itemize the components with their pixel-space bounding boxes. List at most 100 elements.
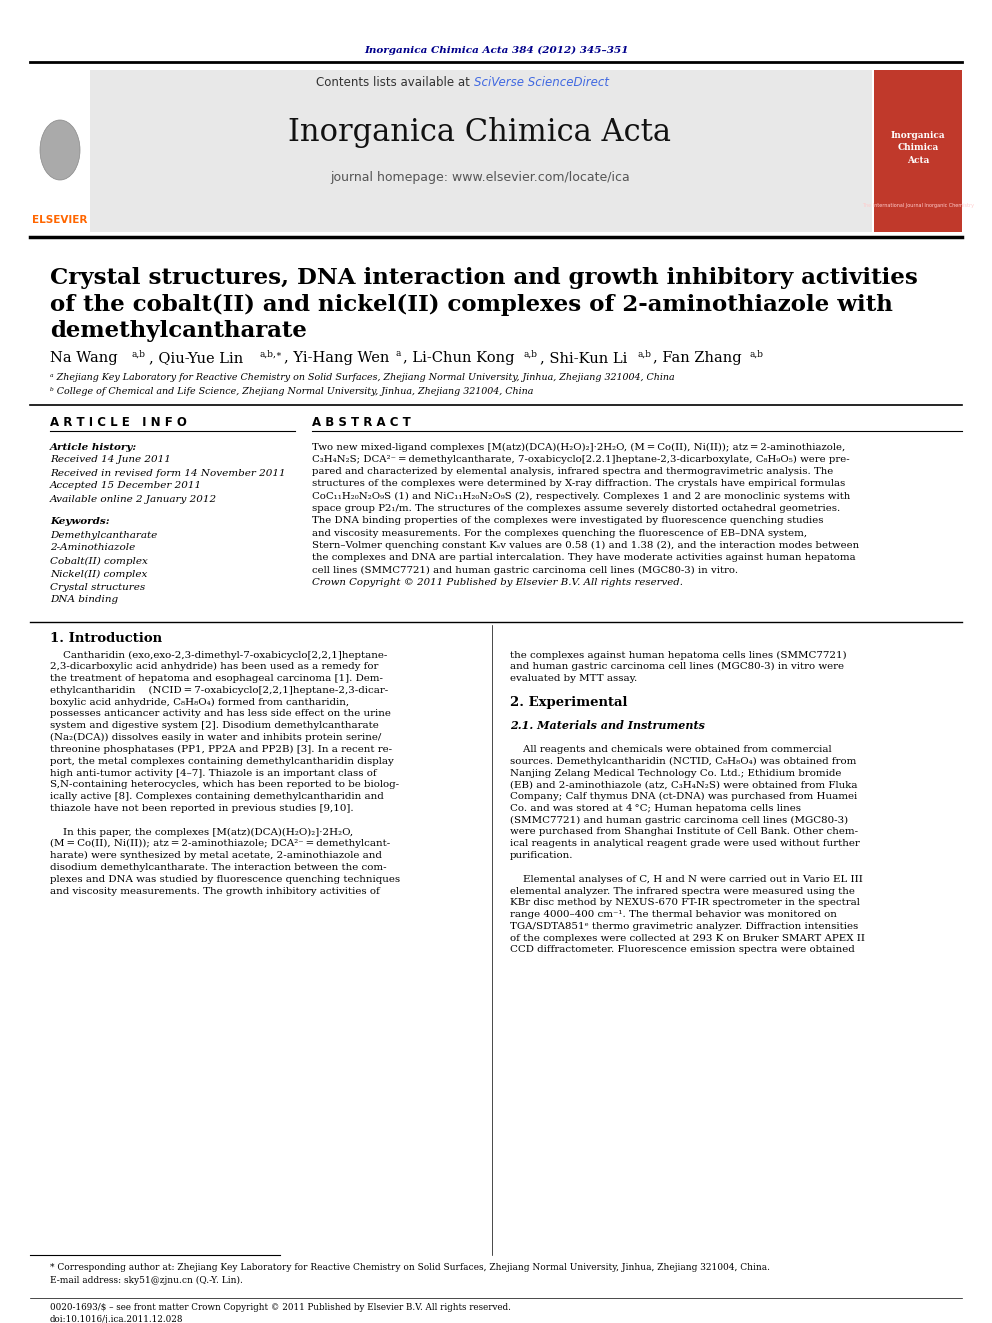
Text: The DNA binding properties of the complexes were investigated by fluorescence qu: The DNA binding properties of the comple… — [312, 516, 823, 525]
Text: a,b: a,b — [637, 349, 651, 359]
Text: , Yi-Hang Wen: , Yi-Hang Wen — [284, 351, 390, 365]
Text: the complexes against human hepatoma cells lines (SMMC7721): the complexes against human hepatoma cel… — [510, 651, 846, 660]
Text: Company; Calf thymus DNA (ct-DNA) was purchased from Huamei: Company; Calf thymus DNA (ct-DNA) was pu… — [510, 792, 857, 802]
Text: ELSEVIER: ELSEVIER — [33, 216, 87, 225]
FancyBboxPatch shape — [90, 70, 872, 232]
Text: 2.1. Materials and Instruments: 2.1. Materials and Instruments — [510, 720, 705, 732]
Text: ically active [8]. Complexes containing demethylcantharidin and: ically active [8]. Complexes containing … — [50, 792, 384, 802]
Text: (EB) and 2-aminothiazole (atz, C₃H₄N₂S) were obtained from Fluka: (EB) and 2-aminothiazole (atz, C₃H₄N₂S) … — [510, 781, 857, 790]
Text: doi:10.1016/j.ica.2011.12.028: doi:10.1016/j.ica.2011.12.028 — [50, 1315, 184, 1323]
Text: possesses anticancer activity and has less side effect on the urine: possesses anticancer activity and has le… — [50, 709, 391, 718]
Text: Received in revised form 14 November 2011: Received in revised form 14 November 201… — [50, 468, 286, 478]
Text: and human gastric carcinoma cell lines (MGC80-3) in vitro were: and human gastric carcinoma cell lines (… — [510, 663, 844, 671]
Text: 0020-1693/$ – see front matter Crown Copyright © 2011 Published by Elsevier B.V.: 0020-1693/$ – see front matter Crown Cop… — [50, 1303, 511, 1312]
Text: 1. Introduction: 1. Introduction — [50, 632, 162, 646]
Text: DNA binding: DNA binding — [50, 595, 118, 605]
Text: a,b: a,b — [131, 349, 145, 359]
Text: (M = Co(II), Ni(II)); atz = 2-aminothiazole; DCA²⁻ = demethylcant-: (M = Co(II), Ni(II)); atz = 2-aminothiaz… — [50, 839, 390, 848]
Text: Inorganica Chimica Acta: Inorganica Chimica Acta — [289, 118, 672, 148]
Text: , Fan Zhang: , Fan Zhang — [653, 351, 742, 365]
Text: * Corresponding author at: Zhejiang Key Laboratory for Reactive Chemistry on Sol: * Corresponding author at: Zhejiang Key … — [50, 1262, 770, 1271]
Text: disodium demethylcantharate. The interaction between the com-: disodium demethylcantharate. The interac… — [50, 863, 387, 872]
Text: (Na₂(DCA)) dissolves easily in water and inhibits protein serine/: (Na₂(DCA)) dissolves easily in water and… — [50, 733, 381, 742]
Text: sources. Demethylcantharidin (NCTID, C₈H₈O₄) was obtained from: sources. Demethylcantharidin (NCTID, C₈H… — [510, 757, 856, 766]
Text: plexes and DNA was studied by fluorescence quenching techniques: plexes and DNA was studied by fluorescen… — [50, 875, 400, 884]
Text: cell lines (SMMC7721) and human gastric carcinoma cell lines (MGC80-3) in vitro.: cell lines (SMMC7721) and human gastric … — [312, 565, 738, 574]
Text: 2. Experimental: 2. Experimental — [510, 696, 628, 709]
Text: S,N-containing heterocycles, which has been reported to be biolog-: S,N-containing heterocycles, which has b… — [50, 781, 399, 790]
FancyBboxPatch shape — [874, 70, 962, 232]
Text: 2-Aminothiazole: 2-Aminothiazole — [50, 544, 135, 553]
Text: SciVerse ScienceDirect: SciVerse ScienceDirect — [474, 75, 609, 89]
Text: of the complexes were collected at 293 K on Bruker SMART APEX II: of the complexes were collected at 293 K… — [510, 934, 865, 943]
Text: space group P2₁/m. The structures of the complexes assume severely distorted oct: space group P2₁/m. The structures of the… — [312, 504, 840, 513]
Text: Crystal structures, DNA interaction and growth inhibitory activities: Crystal structures, DNA interaction and … — [50, 267, 918, 288]
Text: , Shi-Kun Li: , Shi-Kun Li — [540, 351, 627, 365]
Text: evaluated by MTT assay.: evaluated by MTT assay. — [510, 675, 637, 683]
Text: CoC₁₁H₂₀N₂O₉S (1) and NiC₁₁H₂₀N₂O₉S (2), respectively. Complexes 1 and 2 are mon: CoC₁₁H₂₀N₂O₉S (1) and NiC₁₁H₂₀N₂O₉S (2),… — [312, 492, 850, 501]
Text: (SMMC7721) and human gastric carcinoma cell lines (MGC80-3): (SMMC7721) and human gastric carcinoma c… — [510, 816, 848, 824]
Text: a,b: a,b — [524, 349, 538, 359]
Text: Nickel(II) complex: Nickel(II) complex — [50, 569, 148, 578]
Text: 2,3-dicarboxylic acid anhydride) has been used as a remedy for: 2,3-dicarboxylic acid anhydride) has bee… — [50, 663, 378, 671]
Text: a: a — [395, 349, 401, 359]
Text: All reagents and chemicals were obtained from commercial: All reagents and chemicals were obtained… — [510, 745, 831, 754]
Text: Crown Copyright © 2011 Published by Elsevier B.V. All rights reserved.: Crown Copyright © 2011 Published by Else… — [312, 578, 683, 587]
Text: Co. and was stored at 4 °C; Human hepatoma cells lines: Co. and was stored at 4 °C; Human hepato… — [510, 804, 801, 812]
Text: pared and characterized by elemental analysis, infrared spectra and thermogravim: pared and characterized by elemental ana… — [312, 467, 833, 476]
Text: Na Wang: Na Wang — [50, 351, 118, 365]
Text: purification.: purification. — [510, 851, 573, 860]
Text: Article history:: Article history: — [50, 442, 137, 451]
Text: In this paper, the complexes [M(atz)(DCA)(H₂O)₂]·2H₂O,: In this paper, the complexes [M(atz)(DCA… — [50, 827, 353, 836]
Text: and viscosity measurements. For the complexes quenching the fluorescence of EB–D: and viscosity measurements. For the comp… — [312, 529, 807, 537]
Text: Accepted 15 December 2011: Accepted 15 December 2011 — [50, 482, 202, 491]
Text: Available online 2 January 2012: Available online 2 January 2012 — [50, 495, 217, 504]
Text: range 4000–400 cm⁻¹. The thermal behavior was monitored on: range 4000–400 cm⁻¹. The thermal behavio… — [510, 910, 837, 919]
Text: KBr disc method by NEXUS-670 FT-IR spectrometer in the spectral: KBr disc method by NEXUS-670 FT-IR spect… — [510, 898, 860, 908]
Text: ᵇ College of Chemical and Life Science, Zhejiang Normal University, Jinhua, Zhej: ᵇ College of Chemical and Life Science, … — [50, 388, 534, 397]
Text: structures of the complexes were determined by X-ray diffraction. The crystals h: structures of the complexes were determi… — [312, 479, 845, 488]
Text: and viscosity measurements. The growth inhibitory activities of: and viscosity measurements. The growth i… — [50, 886, 380, 896]
Text: Inorganica
Chimica
Acta: Inorganica Chimica Acta — [891, 131, 945, 165]
Text: E-mail address: sky51@zjnu.cn (Q.-Y. Lin).: E-mail address: sky51@zjnu.cn (Q.-Y. Lin… — [50, 1275, 243, 1285]
Text: , Li-Chun Kong: , Li-Chun Kong — [403, 351, 515, 365]
Text: demethylcantharate: demethylcantharate — [50, 320, 307, 343]
Text: , Qiu-Yue Lin: , Qiu-Yue Lin — [149, 351, 243, 365]
Text: Nanjing Zelang Medical Technology Co. Ltd.; Ethidium bromide: Nanjing Zelang Medical Technology Co. Lt… — [510, 769, 841, 778]
Ellipse shape — [40, 120, 80, 180]
Text: the treatment of hepatoma and esophageal carcinoma [1]. Dem-: the treatment of hepatoma and esophageal… — [50, 675, 383, 683]
Text: a,b: a,b — [750, 349, 764, 359]
Text: Stern–Volmer quenching constant Kₛv values are 0.58 (1) and 1.38 (2), and the in: Stern–Volmer quenching constant Kₛv valu… — [312, 541, 859, 550]
Text: Cantharidin (exo,exo-2,3-dimethyl-7-oxabicyclo[2,2,1]heptane-: Cantharidin (exo,exo-2,3-dimethyl-7-oxab… — [50, 651, 387, 660]
Text: A B S T R A C T: A B S T R A C T — [312, 417, 411, 430]
FancyBboxPatch shape — [30, 70, 90, 232]
Text: Demethylcantharate: Demethylcantharate — [50, 531, 158, 540]
Text: journal homepage: www.elsevier.com/locate/ica: journal homepage: www.elsevier.com/locat… — [330, 172, 630, 184]
Text: Contents lists available at: Contents lists available at — [316, 75, 474, 89]
Text: ical reagents in analytical reagent grade were used without further: ical reagents in analytical reagent grad… — [510, 839, 860, 848]
Text: harate) were synthesized by metal acetate, 2-aminothiazole and: harate) were synthesized by metal acetat… — [50, 851, 382, 860]
Text: A R T I C L E   I N F O: A R T I C L E I N F O — [50, 417, 186, 430]
Text: Keywords:: Keywords: — [50, 517, 110, 527]
Text: Inorganica Chimica Acta 384 (2012) 345–351: Inorganica Chimica Acta 384 (2012) 345–3… — [364, 45, 628, 54]
Text: Cobalt(II) complex: Cobalt(II) complex — [50, 557, 148, 565]
Text: C₃H₄N₂S; DCA²⁻ = demethylcantharate, 7-oxabicyclo[2.2.1]heptane-2,3-dicarboxylat: C₃H₄N₂S; DCA²⁻ = demethylcantharate, 7-o… — [312, 455, 849, 464]
Text: Two new mixed-ligand complexes [M(atz)(DCA)(H₂O)₂]·2H₂O, (M = Co(II), Ni(II)); a: Two new mixed-ligand complexes [M(atz)(D… — [312, 442, 845, 451]
Text: were purchased from Shanghai Institute of Cell Bank. Other chem-: were purchased from Shanghai Institute o… — [510, 827, 858, 836]
Text: port, the metal complexes containing demethylcantharidin display: port, the metal complexes containing dem… — [50, 757, 394, 766]
Text: elemental analyzer. The infrared spectra were measured using the: elemental analyzer. The infrared spectra… — [510, 886, 855, 896]
Text: Elemental analyses of C, H and N were carried out in Vario EL III: Elemental analyses of C, H and N were ca… — [510, 875, 863, 884]
Text: ethylcantharidin    (NCID = 7-oxabicyclo[2,2,1]heptane-2,3-dicar-: ethylcantharidin (NCID = 7-oxabicyclo[2,… — [50, 685, 388, 695]
Text: threonine phosphatases (PP1, PP2A and PP2B) [3]. In a recent re-: threonine phosphatases (PP1, PP2A and PP… — [50, 745, 392, 754]
Text: a,b,∗: a,b,∗ — [260, 349, 283, 359]
Text: The International Journal Inorganic Chemistry: The International Journal Inorganic Chem… — [862, 202, 974, 208]
Text: the complexes and DNA are partial intercalation. They have moderate activities a: the complexes and DNA are partial interc… — [312, 553, 856, 562]
Text: high anti-tumor activity [4–7]. Thiazole is an important class of: high anti-tumor activity [4–7]. Thiazole… — [50, 769, 377, 778]
Text: ᵃ Zhejiang Key Laboratory for Reactive Chemistry on Solid Surfaces, Zhejiang Nor: ᵃ Zhejiang Key Laboratory for Reactive C… — [50, 373, 675, 382]
Text: boxylic acid anhydride, C₈H₈O₄) formed from cantharidin,: boxylic acid anhydride, C₈H₈O₄) formed f… — [50, 697, 349, 706]
Text: TGA/SDTA851ᵉ thermo gravimetric analyzer. Diffraction intensities: TGA/SDTA851ᵉ thermo gravimetric analyzer… — [510, 922, 858, 931]
Text: Crystal structures: Crystal structures — [50, 582, 145, 591]
Text: system and digestive system [2]. Disodium demethylcantharate: system and digestive system [2]. Disodiu… — [50, 721, 379, 730]
Text: CCD diffractometer. Fluorescence emission spectra were obtained: CCD diffractometer. Fluorescence emissio… — [510, 946, 855, 954]
Text: of the cobalt(II) and nickel(II) complexes of 2-aminothiazole with: of the cobalt(II) and nickel(II) complex… — [50, 294, 893, 316]
